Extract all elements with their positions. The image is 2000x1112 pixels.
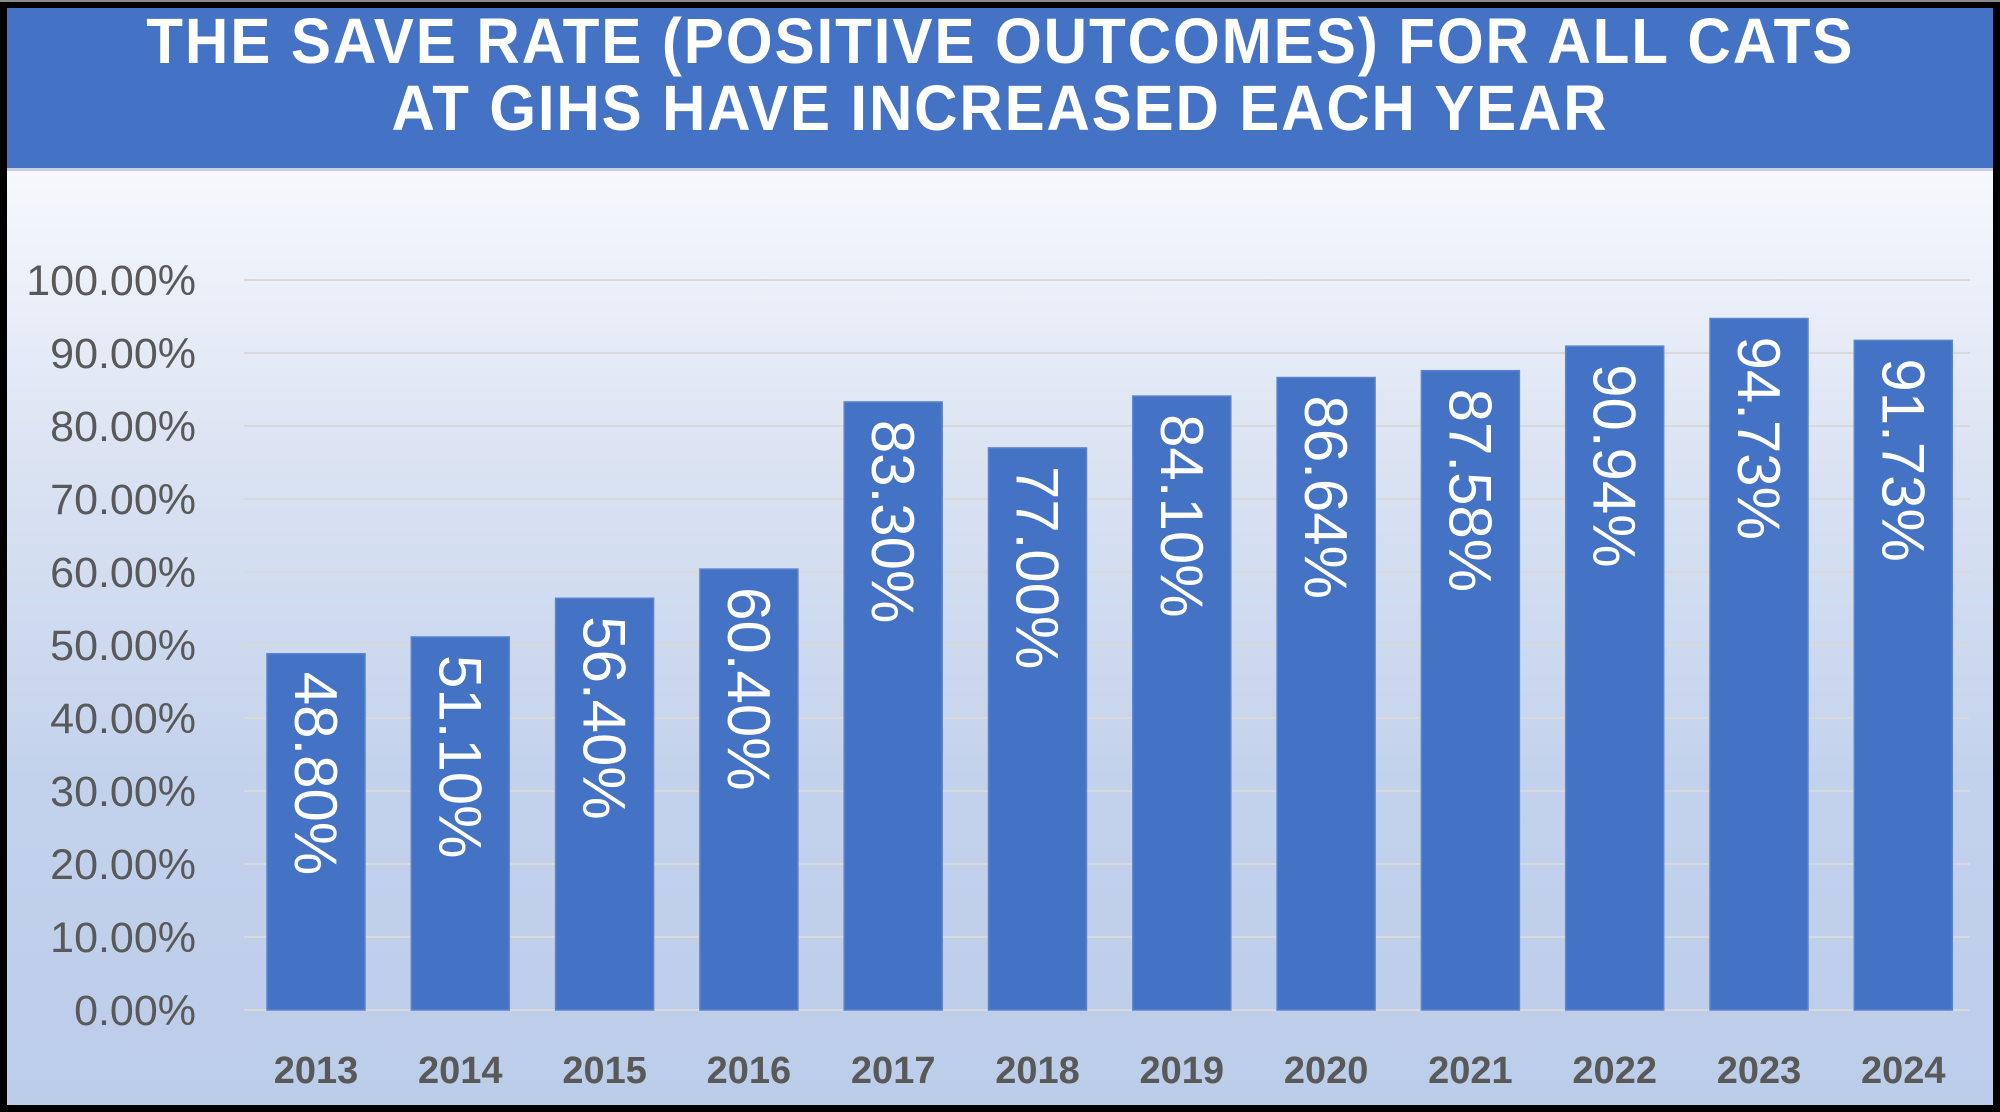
bar-data-label: 77.00% <box>1004 466 1071 670</box>
bar-2013 <box>266 653 366 1011</box>
bar-2023 <box>1709 317 1809 1011</box>
bar-data-label: 48.80% <box>282 672 349 876</box>
x-tick-label: 2013 <box>274 1050 359 1092</box>
y-tick-label: 40.00% <box>50 695 196 743</box>
title-banner: THE SAVE RATE (POSITIVE OUTCOMES) FOR AL… <box>7 8 1993 171</box>
bar-2020 <box>1276 376 1376 1011</box>
bar-2015 <box>554 597 655 1011</box>
y-tick-label: 100.00% <box>26 257 196 305</box>
x-tick-label: 2019 <box>1140 1050 1225 1092</box>
x-tick-label: 2021 <box>1428 1050 1513 1092</box>
x-tick-label: 2020 <box>1284 1050 1369 1092</box>
y-tick-label: 20.00% <box>50 841 196 889</box>
chart-title-line-2-text: AT GIHS HAVE INCREASED EACH YEAR <box>391 72 1609 144</box>
bar-data-label: 86.64% <box>1292 396 1359 600</box>
bar-data-label: 87.58% <box>1436 389 1503 593</box>
x-tick-label: 2018 <box>995 1050 1080 1092</box>
x-tick-label: 2022 <box>1572 1050 1657 1092</box>
y-axis-tick-labels: 0.00% 10.00% 20.00% 30.00% 40.00% 50.00% 60.00… <box>26 257 196 1035</box>
x-tick-label: 2015 <box>562 1050 647 1092</box>
bar-2019 <box>1132 395 1232 1011</box>
bar-data-label: 56.40% <box>571 616 638 820</box>
gridlines <box>244 279 1970 1011</box>
bar-2022 <box>1564 345 1665 1011</box>
bar-2018 <box>987 447 1088 1011</box>
chart-title-line-1: THE SAVE RATE (POSITIVE OUTCOMES) FOR AL… <box>7 9 1993 73</box>
bar-data-label: 84.10% <box>1148 414 1215 618</box>
y-tick-label: 80.00% <box>50 403 196 451</box>
x-tick-label: 2024 <box>1861 1050 1946 1092</box>
x-tick-label: 2016 <box>707 1050 792 1092</box>
bar-data-label: 91.73% <box>1869 358 1936 561</box>
bar-data-label: 60.40% <box>715 587 782 791</box>
y-tick-label: 60.00% <box>50 549 196 597</box>
y-tick-label: 50.00% <box>50 622 196 670</box>
y-tick-label: 90.00% <box>50 330 196 378</box>
y-tick-label: 0.00% <box>74 987 196 1035</box>
chart-title-line-2: AT GIHS HAVE INCREASED EACH YEAR <box>7 76 1993 140</box>
bar-data-label: 94.73% <box>1725 336 1792 540</box>
bar-2021 <box>1420 369 1521 1011</box>
x-axis-tick-labels: 2013 2014 2015 2016 2017 2018 2019 2020 2021 2022… <box>274 1050 1946 1092</box>
x-tick-label: 2014 <box>418 1050 503 1092</box>
chart-title-line-1-text: THE SAVE RATE (POSITIVE OUTCOMES) FOR AL… <box>145 8 1855 77</box>
bar-2016 <box>699 568 799 1011</box>
y-tick-label: 10.00% <box>50 914 196 962</box>
bar-data-label: 83.30% <box>859 420 926 623</box>
y-tick-label: 30.00% <box>50 768 196 816</box>
bar-2017 <box>843 401 943 1011</box>
x-tick-label: 2017 <box>851 1050 936 1092</box>
bar-data-label: 51.10% <box>426 655 493 859</box>
bar-data-labels: 48.80% 51.10% 56.40% 60.40% 83.30% 77.00% 84.1… <box>282 336 1936 875</box>
bar-2014 <box>410 636 511 1011</box>
bars <box>266 317 1954 1011</box>
bar-data-label: 90.94% <box>1581 364 1648 568</box>
bar-2024 <box>1853 339 1954 1011</box>
x-tick-label: 2023 <box>1717 1050 1802 1092</box>
y-tick-label: 70.00% <box>50 476 196 524</box>
frame-top-edge <box>0 0 2000 2</box>
